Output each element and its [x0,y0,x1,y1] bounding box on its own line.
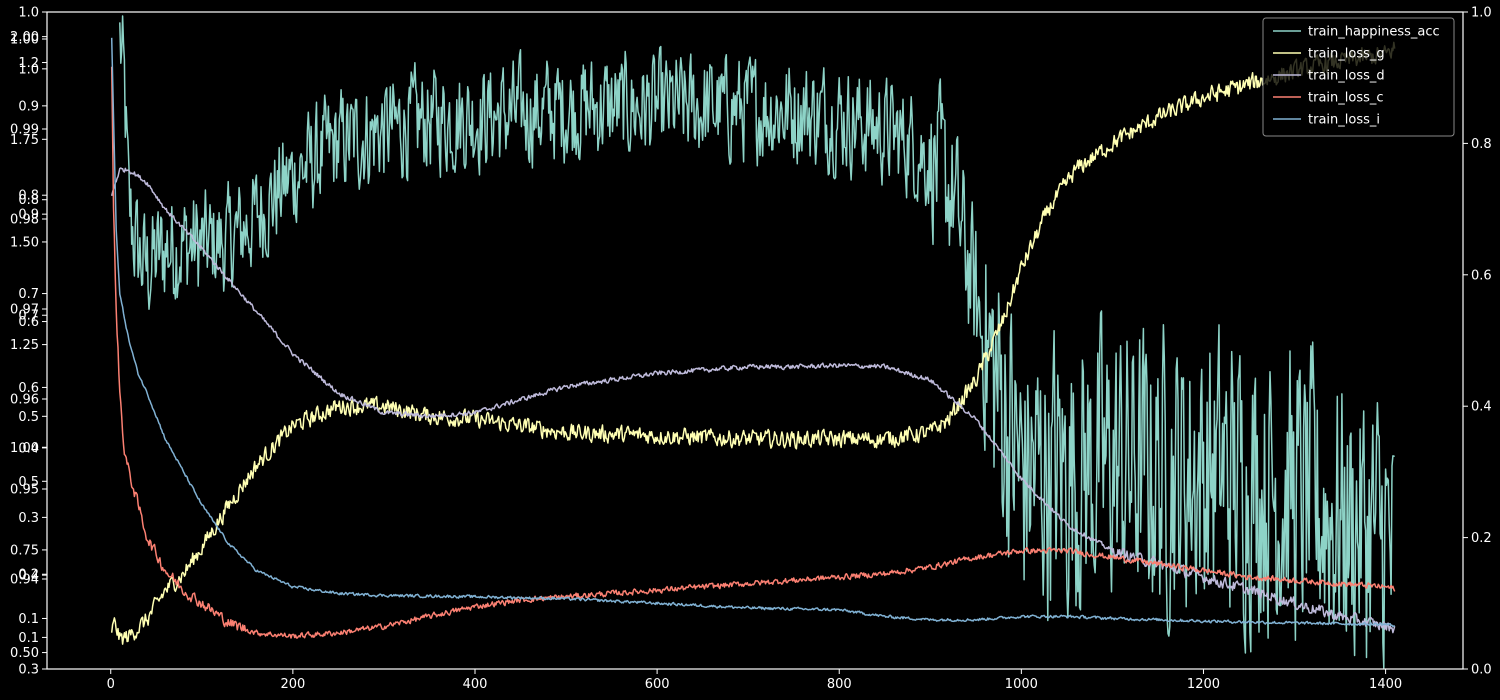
left-tick-label: 0.1 [18,612,39,627]
x-tick-label: 1000 [1005,677,1038,692]
left-tick-label: 1.2 [18,56,39,71]
x-tick-label: 200 [280,677,305,692]
legend-box [1262,17,1455,137]
left-tick-label: 0.1 [18,631,39,646]
left-tick-label: 0.7 [18,309,39,324]
series-line-train_loss_g [110,41,1396,645]
left-tick-label: 0.3 [18,663,39,678]
right-axis-ticks: 0.0 0.2 0.4 0.6 0.8 1.0 [1463,6,1492,678]
left-tick-label: 0.5 [18,410,39,425]
left-tick-label: 1.75 [10,133,39,148]
x-tick-label: 400 [463,677,488,692]
plot-frame [46,11,1464,670]
left-tick-label: 0.96 [10,393,39,408]
left-tick-label: 0.95 [10,483,39,498]
legend-label: train_happiness_acc [1308,25,1440,40]
right-tick-label: 0.6 [1471,268,1492,283]
left-tick-label: 1.0 [18,6,39,21]
series-layer [110,15,1396,669]
legend: train_happiness_acc train_loss_g train_los… [1262,17,1455,137]
right-tick-label: 1.0 [1471,6,1492,21]
left-tick-label: 0.6 [18,315,39,330]
left-tick-label: 1.50 [10,235,39,250]
left-tick-label: 0.5 [18,475,39,490]
right-tick-label: 0.0 [1471,663,1492,678]
x-axis-ticks: 0 200 400 600 800 1000 1200 1400 [107,669,1402,692]
left-axis-ticks: 0.30.40.50.60.70.80.91.00.10.30.50.70.91… [10,6,47,678]
x-tick-label: 1200 [1187,677,1220,692]
series-line-train_loss_d [110,167,1396,634]
right-tick-label: 0.8 [1471,137,1492,152]
series-line-train_loss_i [110,37,1395,628]
left-tick-label: 1.25 [10,338,39,353]
x-tick-label: 800 [827,677,852,692]
legend-label: train_loss_d [1308,69,1385,84]
left-tick-label: 0.8 [18,193,39,208]
left-tick-label: 0.9 [18,99,39,114]
right-tick-label: 0.4 [1471,400,1492,415]
left-tick-label: 1.00 [10,33,39,48]
left-tick-label: 0.8 [18,189,39,204]
left-tick-label: 0.9 [18,208,39,223]
x-tick-label: 600 [645,677,670,692]
x-tick-label: 1400 [1369,677,1402,692]
left-tick-label: 0.6 [18,381,39,396]
series-line-train_loss_c [110,66,1396,639]
left-tick-label: 1.00 [10,441,39,456]
left-tick-label: 0.7 [18,287,39,302]
left-tick-label: 0.99 [10,123,39,138]
left-tick-label: 0.75 [10,543,39,558]
left-tick-label: 2.00 [10,30,39,45]
left-tick-label: 0.4 [18,569,39,584]
left-tick-label: 0.97 [10,303,39,318]
x-tick-label: 0 [107,677,115,692]
left-tick-label: 0.94 [10,573,39,588]
legend-label: train_loss_i [1308,113,1380,128]
left-tick-label: 0.50 [10,646,39,661]
left-tick-label: 0.98 [10,213,39,228]
right-tick-label: 0.2 [1471,531,1492,546]
left-tick-label: 0.4 [18,441,39,456]
left-tick-label: 1.0 [18,62,39,77]
legend-label: train_loss_c [1308,91,1384,106]
legend-label: train_loss_g [1308,47,1385,62]
left-tick-label: 0.3 [18,511,39,526]
series-line-train_happiness_acc [119,15,1395,669]
left-tick-label: 0.2 [18,568,39,583]
